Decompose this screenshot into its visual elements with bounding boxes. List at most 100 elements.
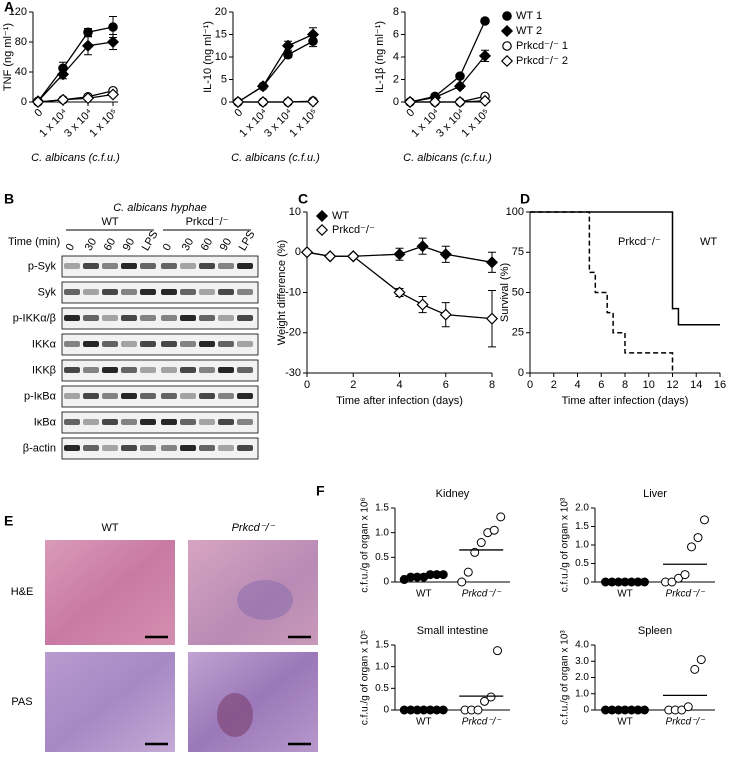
y-tick-label: 0 <box>21 96 27 108</box>
marker <box>325 251 335 261</box>
marker <box>394 249 404 259</box>
survival-curve <box>530 212 720 325</box>
x-axis-label: C. albicans (c.f.u.) <box>403 152 492 164</box>
series-line <box>410 56 485 102</box>
marker <box>317 225 327 235</box>
blot-band <box>237 341 253 347</box>
blot-band <box>218 341 234 347</box>
histology-column-label: Prkcd⁻/⁻ <box>232 522 276 534</box>
legend-label: WT <box>332 210 349 222</box>
blot-band <box>218 445 234 451</box>
dot <box>701 516 709 524</box>
y-tick-label: 0.5 <box>375 552 389 563</box>
marker <box>302 247 312 257</box>
x-tick-label: 2 <box>551 379 557 391</box>
lane-label: 0 <box>64 242 77 253</box>
x-tick-label: 0 <box>232 107 245 120</box>
blot-band <box>237 315 253 321</box>
x-tick-label: 6 <box>598 379 604 391</box>
x-tick-label: WT <box>416 717 432 728</box>
dot <box>694 534 702 542</box>
blot-band <box>102 315 118 321</box>
y-tick-label: 10 <box>289 206 301 218</box>
y-tick-label: -30 <box>285 367 301 379</box>
y-tick-label: 1.0 <box>375 527 389 538</box>
legend-label: WT 2 <box>516 25 542 37</box>
curve-label: Prkcd⁻/⁻ <box>618 236 661 248</box>
blot-band <box>83 289 99 295</box>
y-tick-label: 100 <box>506 206 524 218</box>
blot-band <box>180 263 196 269</box>
panel-letter: D <box>520 191 530 207</box>
dot <box>691 665 699 673</box>
blot-band <box>180 419 196 425</box>
marker <box>417 241 427 251</box>
blot-band <box>121 263 137 269</box>
y-tick-label: 5 <box>221 73 227 85</box>
marker <box>441 249 451 259</box>
blot-band <box>64 419 80 425</box>
y-tick-label: 15 <box>215 28 227 40</box>
x-tick-label: WT <box>416 589 432 600</box>
marker <box>284 51 292 59</box>
legend-label: WT 1 <box>516 10 542 22</box>
histology-image <box>45 652 175 752</box>
blot-band <box>180 341 196 347</box>
blot-band <box>140 393 156 399</box>
dot <box>497 513 505 521</box>
lane-label: 0 <box>161 242 174 253</box>
y-tick-label: 0 <box>383 705 389 716</box>
x-tick-label: WT <box>617 589 633 600</box>
y-tick-label: 8 <box>393 6 399 18</box>
blot-band <box>237 419 253 425</box>
series-line <box>307 252 492 318</box>
blot-band <box>218 419 234 425</box>
blot-band <box>218 393 234 399</box>
dot <box>697 656 705 664</box>
y-axis-label: c.f.u./g of organ x 10³ <box>560 630 571 725</box>
blot-band <box>102 289 118 295</box>
blot-band <box>83 419 99 425</box>
marker <box>456 72 464 80</box>
x-tick-label: 1 x 10⁵ <box>287 107 320 140</box>
blot-row-label: IκBα <box>34 416 57 428</box>
blot-band <box>140 341 156 347</box>
blot-band <box>64 341 80 347</box>
x-tick-label: 16 <box>714 379 726 391</box>
x-axis-label: C. albicans (c.f.u.) <box>31 152 120 164</box>
y-tick-label: 2.0 <box>575 672 589 683</box>
y-axis-label: IL-10 (ng ml⁻¹) <box>202 21 214 93</box>
y-tick-label: 2 <box>393 73 399 85</box>
y-axis-label: Survival (%) <box>499 263 511 322</box>
x-axis-label: C. albicans (c.f.u.) <box>231 152 320 164</box>
y-tick-label: 0 <box>518 367 524 379</box>
y-axis-label: c.f.u./g of organ x 10⁵ <box>360 630 371 725</box>
dot <box>490 526 498 534</box>
marker <box>317 211 327 221</box>
series-line <box>38 27 113 101</box>
x-tick-label: Prkcd⁻/⁻ <box>462 717 502 728</box>
marker <box>405 97 415 107</box>
y-tick-label: 4 <box>393 51 399 63</box>
blot-band <box>102 263 118 269</box>
legend-label: Prkcd⁻/⁻ 1 <box>516 40 568 52</box>
dot <box>688 543 696 551</box>
panel-letter: F <box>316 483 325 499</box>
y-tick-label: 80 <box>15 36 27 48</box>
marker <box>417 299 427 309</box>
blot-band <box>199 263 215 269</box>
marker <box>503 12 511 20</box>
blot-band <box>180 393 196 399</box>
blot-band <box>83 341 99 347</box>
marker <box>455 97 465 107</box>
lane-label: LPS <box>140 229 161 253</box>
time-label: Time (min) <box>8 236 60 248</box>
dot <box>439 571 447 579</box>
legend-label: Prkcd⁻/⁻ 2 <box>516 55 568 67</box>
dot <box>684 703 692 711</box>
dot <box>487 693 495 701</box>
blot-band <box>140 367 156 373</box>
chart-title: Liver <box>643 488 667 500</box>
x-tick-label: 0 <box>32 107 45 120</box>
lane-label: 90 <box>121 236 138 253</box>
